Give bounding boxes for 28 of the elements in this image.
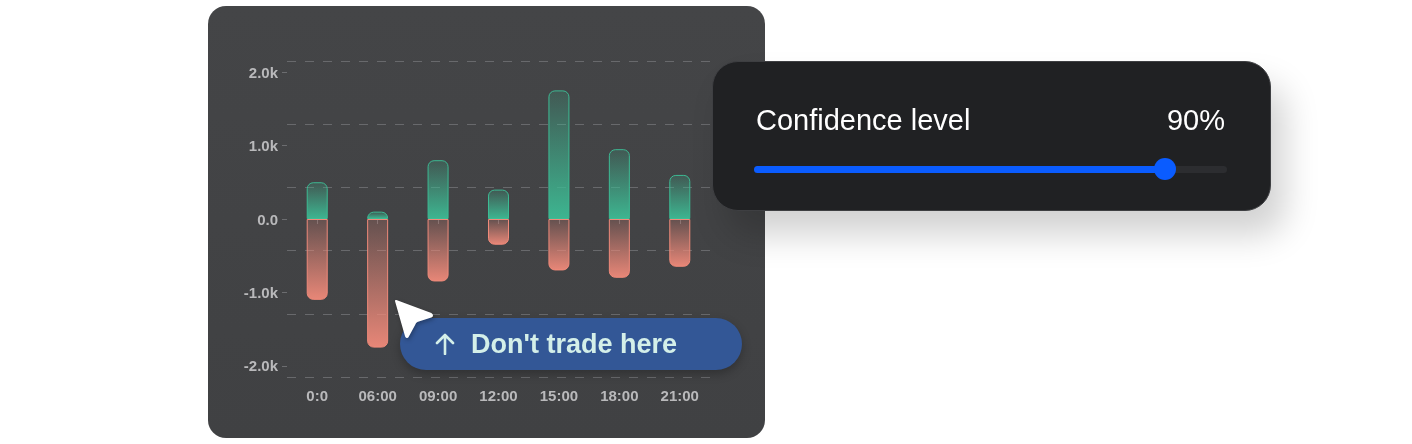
bar <box>427 219 449 282</box>
x-tick-label: 09:00 <box>418 387 458 404</box>
bar <box>548 90 570 219</box>
x-tick-label: 0:0 <box>306 387 329 404</box>
x-tick-label: 18:00 <box>600 387 639 404</box>
text: 90% <box>1166 103 1225 138</box>
y-tick-label: 1.0k <box>248 137 279 155</box>
bar <box>669 174 691 219</box>
bar <box>306 219 328 300</box>
bar <box>367 219 389 348</box>
y-tick-label: -2.0k <box>243 357 279 375</box>
bar <box>488 219 509 245</box>
y-tick-label: 0.0 <box>257 210 278 228</box>
x-tick-label: 21:00 <box>660 387 699 404</box>
annotation: Don't trade here <box>471 328 677 361</box>
bar <box>669 219 691 267</box>
bar <box>427 160 449 219</box>
bar <box>608 219 630 278</box>
bar <box>608 149 630 219</box>
x-tick-label: 15:00 <box>539 387 579 404</box>
y-tick-label: -1.0k <box>243 283 279 301</box>
bar <box>488 189 509 219</box>
x-tick-label: 06:00 <box>358 387 397 404</box>
y-tick-label: 2.0k <box>248 63 279 81</box>
bar <box>306 182 328 219</box>
bar <box>548 219 570 271</box>
text: Confidence level <box>756 103 971 138</box>
x-tick-label: 12:00 <box>479 387 518 404</box>
